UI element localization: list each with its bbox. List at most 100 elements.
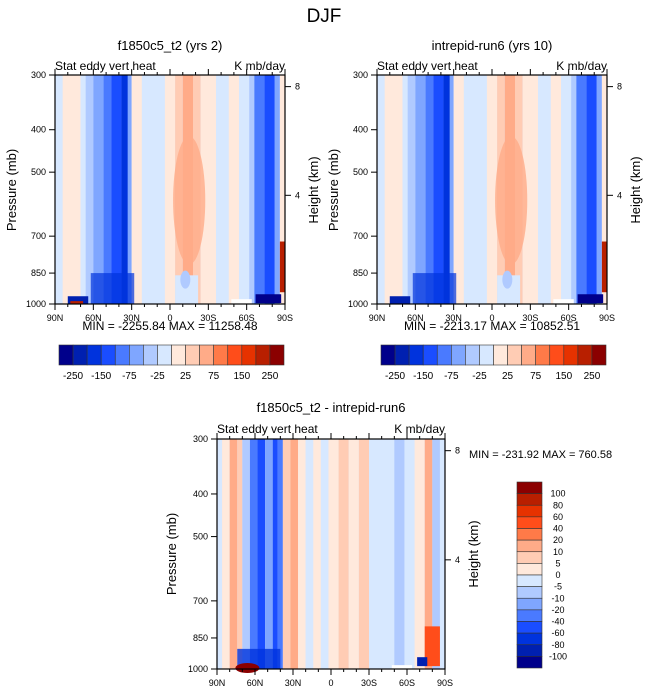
panel-left-subtitle: Stat eddy vert heat <box>377 59 478 73</box>
y-axis-label: Pressure (mb) <box>164 513 179 595</box>
field-band <box>121 75 128 304</box>
colorbar-label: 150 <box>555 371 572 382</box>
colorbar-box <box>521 344 536 366</box>
field-band <box>320 439 329 669</box>
x-tick-label: 60S <box>239 313 255 323</box>
field-band <box>550 75 561 304</box>
field-band <box>277 439 283 669</box>
panel-left-subtitle: Stat eddy vert heat <box>217 422 318 436</box>
field-band <box>439 439 445 669</box>
y-tick-label: 300 <box>193 434 208 444</box>
colorbar-box <box>516 528 543 541</box>
field-band <box>443 75 450 304</box>
field-band <box>274 75 280 304</box>
x-tick-label: 90N <box>369 313 386 323</box>
colorbar-box <box>157 344 172 366</box>
field-band <box>394 439 405 669</box>
panel-title: f1850c5_t2 - intrepid-run6 <box>257 400 406 415</box>
y2-tick-label: 4 <box>617 190 622 200</box>
y-tick-label: 300 <box>353 70 368 80</box>
colorbar-box <box>516 656 543 669</box>
field-polar-max <box>279 241 285 293</box>
field-band <box>282 439 291 669</box>
colorbar-label: 150 <box>233 371 250 382</box>
field-band <box>237 439 243 669</box>
field-band <box>222 439 230 669</box>
field-band <box>571 75 577 304</box>
field-band <box>62 75 81 304</box>
colorbar-box <box>213 344 229 366</box>
colorbar-label: -75 <box>444 371 459 382</box>
x-tick-label: 0 <box>489 313 494 323</box>
x-tick-label: 0 <box>328 678 333 688</box>
colorbar-box <box>227 344 243 366</box>
colorbar-label: 75 <box>208 371 220 382</box>
x-tick-label: 30S <box>200 313 216 323</box>
stats-text: MIN = -2255.84 MAX = 11258.48 <box>82 319 258 333</box>
field-polar-min <box>417 657 428 667</box>
field-surface-cell <box>67 296 89 304</box>
colorbar-box <box>451 344 466 366</box>
colorbar-label: 5 <box>555 558 560 568</box>
x-tick-label: 90S <box>437 678 453 688</box>
field-band <box>131 75 142 304</box>
colorbar-label: -25 <box>150 371 165 382</box>
colorbar-box <box>72 344 88 366</box>
colorbar-box <box>380 344 396 366</box>
y2-axis-label: Height (km) <box>306 156 321 223</box>
y2-tick-label: 8 <box>617 82 622 92</box>
field-band <box>601 75 607 304</box>
field-blob <box>502 270 513 289</box>
y2-tick-label: 8 <box>295 82 300 92</box>
y-tick-label: 400 <box>193 489 208 499</box>
colorbar-box <box>516 481 543 494</box>
panel-right-subtitle: K mb/day <box>234 59 285 73</box>
colorbar-box <box>58 344 74 366</box>
y-tick-label: 1000 <box>348 299 368 309</box>
y-tick-label: 850 <box>31 268 46 278</box>
field-band <box>338 439 349 669</box>
colorbar-label: -20 <box>551 605 564 615</box>
panel-test: intrepid-run6 (yrs 10) Stat eddy vert he… <box>326 38 643 382</box>
x-tick-label: 90S <box>599 313 615 323</box>
x-tick-label: 60N <box>85 313 102 323</box>
colorbar-box <box>436 344 452 366</box>
y2-tick-label: 4 <box>295 190 300 200</box>
y2-tick-label: 8 <box>455 446 460 456</box>
figure-title: DJF <box>307 6 342 27</box>
field-band <box>93 75 104 304</box>
colorbar-label: 20 <box>553 535 563 545</box>
x-tick-label: 90N <box>47 313 64 323</box>
colorbar-label: -80 <box>551 640 564 650</box>
y-tick-label: 400 <box>353 125 368 135</box>
y-tick-label: 500 <box>353 167 368 177</box>
colorbar-label: 250 <box>262 371 279 382</box>
field-band <box>254 75 265 304</box>
field-blob <box>180 270 191 289</box>
y2-axis-label: Height (km) <box>466 520 481 587</box>
colorbar-label: 250 <box>584 371 601 382</box>
field-surface-min <box>577 294 604 304</box>
field-band <box>216 75 229 304</box>
x-tick-label: 30N <box>445 313 462 323</box>
x-tick-label: 90N <box>209 678 226 688</box>
colorbar-box <box>535 344 551 366</box>
colorbar-box <box>114 344 130 366</box>
stats-text: MIN = -2213.17 MAX = 10852.51 <box>404 319 580 333</box>
field-band <box>369 439 382 669</box>
colorbar-label: 80 <box>553 500 563 510</box>
field-band <box>328 439 339 669</box>
field-band <box>228 75 239 304</box>
field-band <box>272 439 278 669</box>
colorbar-box <box>465 344 480 366</box>
x-tick-label: 60S <box>561 313 577 323</box>
colorbar-box <box>516 493 543 506</box>
colorbar-label: -60 <box>551 628 564 638</box>
colorbar-box <box>507 344 522 366</box>
colorbar-box <box>516 632 543 646</box>
field-band <box>522 75 538 304</box>
panel-left-subtitle: Stat eddy vert heat <box>55 59 156 73</box>
field-band <box>433 75 444 304</box>
field-band <box>449 75 454 304</box>
field-low-level-cell <box>90 273 135 304</box>
